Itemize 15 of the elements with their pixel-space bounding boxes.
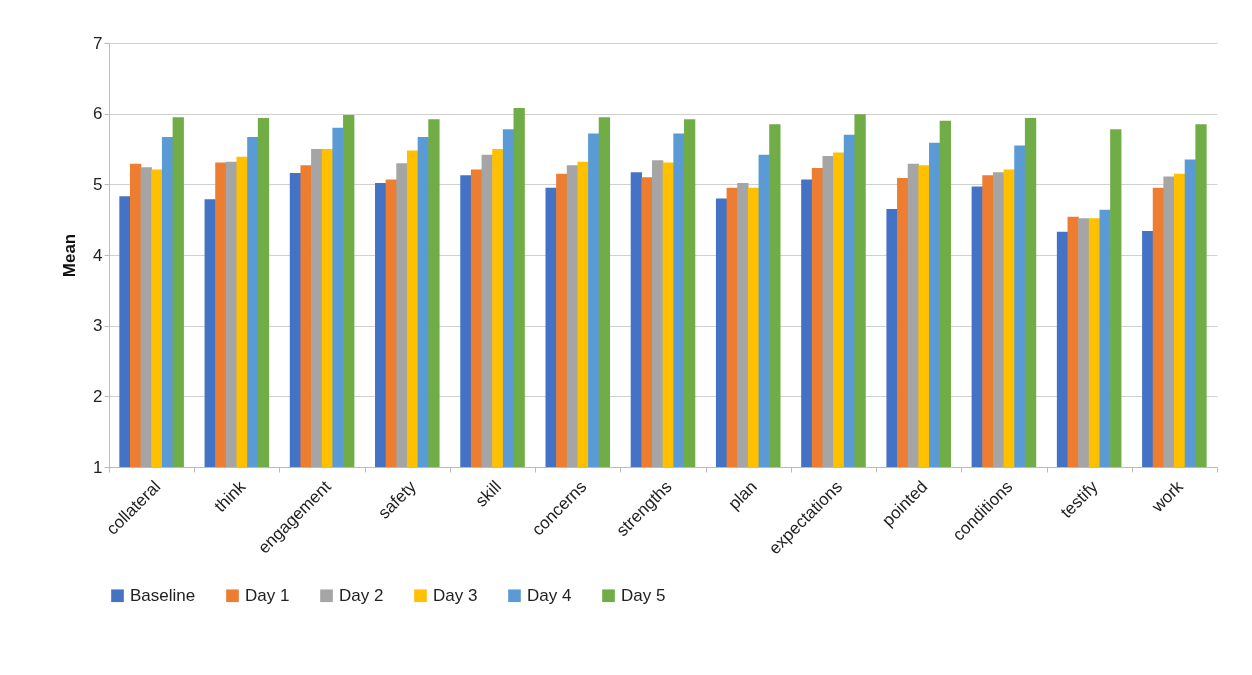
y-tick-label: 5: [93, 174, 103, 194]
x-tick-label: skill: [471, 477, 506, 511]
y-tick-label: 3: [93, 316, 103, 336]
legend-label: Baseline: [130, 585, 196, 605]
legend-label: Day 1: [245, 585, 290, 605]
y-axis-title: Mean: [60, 233, 80, 278]
legend-label: Day 5: [621, 585, 666, 605]
y-tick-label: 4: [93, 245, 103, 265]
legend-label: Day 3: [433, 585, 478, 605]
y-tick-label: 7: [93, 33, 103, 53]
y-tick-label: 2: [93, 386, 103, 406]
legend-label: Day 4: [527, 585, 572, 605]
legend-label: Day 2: [339, 585, 384, 605]
y-tick-label: 6: [93, 104, 103, 124]
y-tick-label: 1: [93, 457, 103, 477]
